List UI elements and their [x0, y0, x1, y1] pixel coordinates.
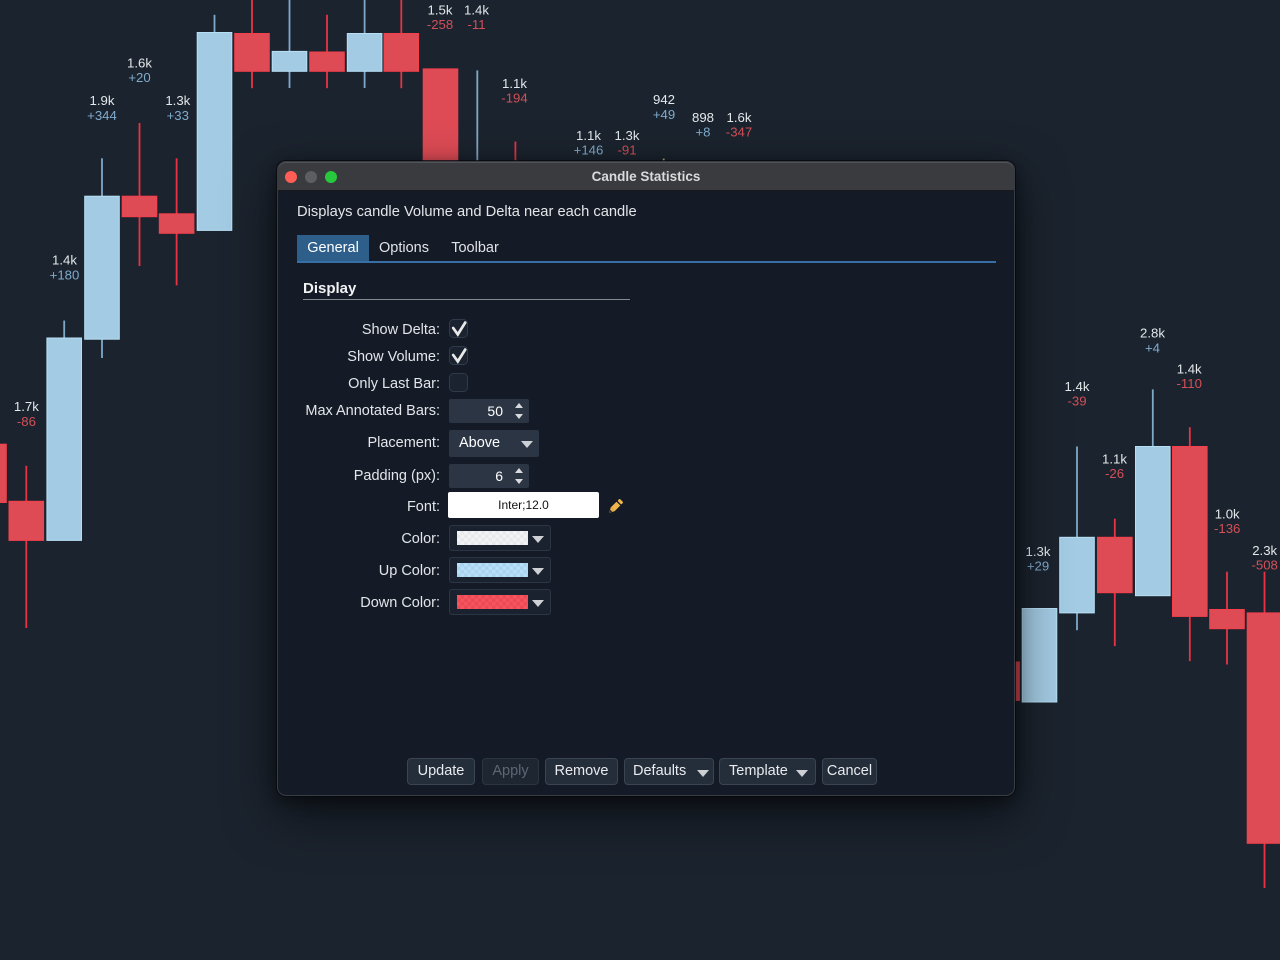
svg-text:1.0k: 1.0k	[1215, 507, 1240, 522]
svg-text:-91: -91	[617, 142, 636, 157]
svg-text:2.3k: 2.3k	[1252, 543, 1277, 558]
svg-text:1.7k: 1.7k	[14, 399, 39, 414]
svg-text:898: 898	[692, 110, 714, 125]
svg-text:-136: -136	[1214, 521, 1240, 536]
svg-text:1.4k: 1.4k	[1177, 362, 1202, 377]
svg-text:1.1k: 1.1k	[1102, 451, 1127, 466]
svg-text:1.3k: 1.3k	[165, 93, 190, 108]
svg-text:1.4k: 1.4k	[1065, 379, 1090, 394]
svg-text:942: 942	[653, 92, 675, 107]
svg-text:-110: -110	[1176, 376, 1201, 391]
svg-text:1.4k: 1.4k	[52, 253, 77, 268]
svg-text:1.3k: 1.3k	[1026, 544, 1051, 559]
svg-text:1.1k: 1.1k	[576, 128, 601, 143]
svg-text:1.1k: 1.1k	[502, 76, 527, 91]
svg-text:1.4k: 1.4k	[464, 2, 489, 17]
svg-text:+33: +33	[167, 108, 189, 123]
svg-text:+146: +146	[574, 142, 604, 157]
svg-text:2.8k: 2.8k	[1140, 326, 1165, 341]
svg-text:+49: +49	[653, 107, 675, 122]
svg-text:+8: +8	[695, 125, 710, 140]
svg-text:1.6k: 1.6k	[727, 110, 752, 125]
svg-text:1.6k: 1.6k	[127, 56, 152, 71]
svg-text:-258: -258	[427, 17, 453, 32]
svg-text:-11: -11	[467, 17, 485, 32]
svg-text:+180: +180	[50, 267, 80, 282]
svg-text:1.9k: 1.9k	[90, 93, 115, 108]
svg-text:-39: -39	[1067, 393, 1086, 408]
svg-text:+4: +4	[1145, 340, 1160, 355]
svg-text:-347: -347	[726, 125, 752, 140]
svg-text:+29: +29	[1027, 559, 1049, 574]
svg-text:+20: +20	[128, 70, 150, 85]
svg-text:-86: -86	[17, 414, 36, 429]
svg-text:+344: +344	[87, 108, 117, 123]
svg-text:-194: -194	[501, 90, 527, 105]
svg-text:1.5k: 1.5k	[428, 2, 453, 17]
svg-text:-508: -508	[1251, 558, 1277, 573]
svg-text:-26: -26	[1105, 466, 1124, 481]
svg-text:1.3k: 1.3k	[615, 128, 640, 143]
